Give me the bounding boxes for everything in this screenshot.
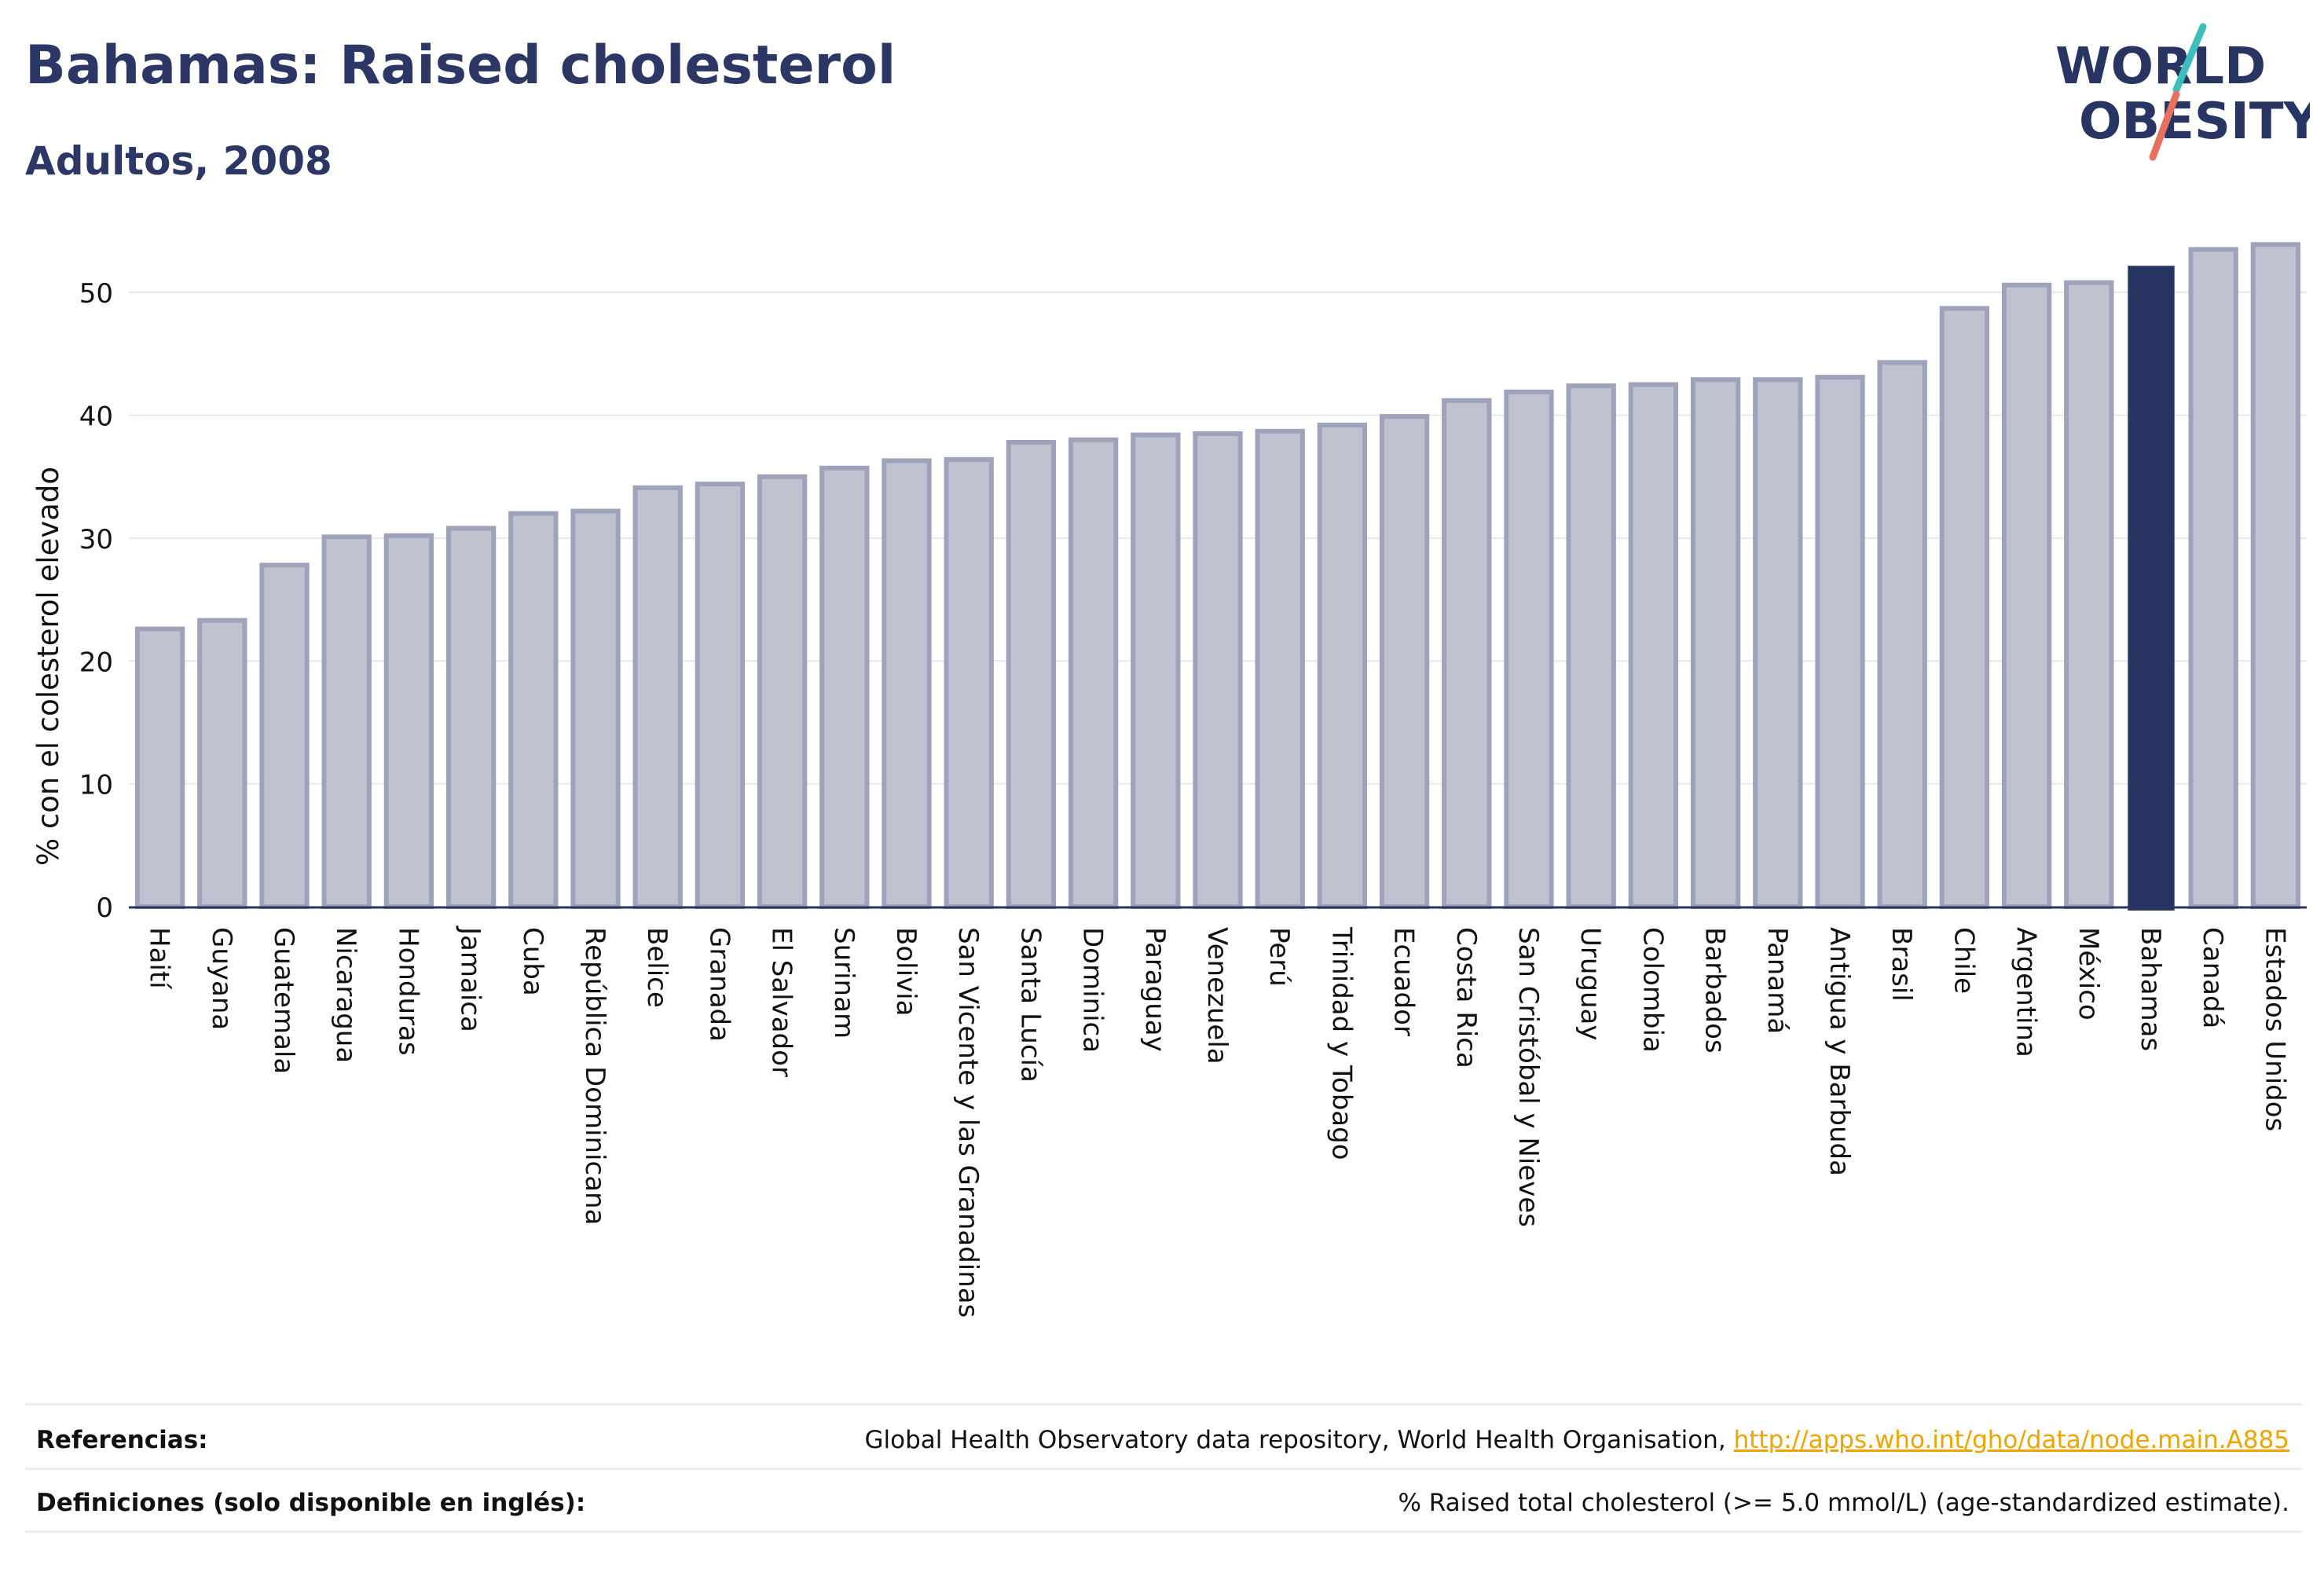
bar-dominica [1068, 437, 1119, 909]
x-tick-label: Venezuela [1201, 927, 1233, 1065]
bar-estados-unidos [2250, 242, 2301, 909]
x-tick-labels: Haití Guyana Guatemala Nicaragua Honduras Jam… [144, 925, 2291, 1318]
references-label: Referencias: [36, 1426, 208, 1454]
bar-surinam [819, 465, 870, 909]
x-tick-label: Guyana [206, 927, 237, 1030]
y-tick-label: 10 [79, 770, 113, 801]
bar-antigua-y-barbuda [1815, 375, 1865, 909]
x-tick-label: Belice [641, 927, 673, 1008]
bar-guyana [197, 618, 247, 909]
bars [134, 242, 2301, 911]
bar-cuba [508, 511, 559, 909]
bar-brasil [1877, 360, 1927, 909]
bar-haití [134, 626, 185, 909]
footer-divider-middle [25, 1468, 2302, 1470]
definitions-text: % Raised total cholesterol (>= 5.0 mmol/… [1398, 1489, 2289, 1517]
bar-uruguay [1566, 383, 1616, 909]
x-tick-label: Perú [1263, 927, 1295, 987]
bar-belice [632, 485, 683, 909]
bar-barbados [1690, 377, 1741, 909]
y-tick-label: 20 [79, 647, 113, 678]
bar-san-vicente-y-las-granadinas [944, 456, 994, 909]
logo-slash-red [2149, 90, 2180, 161]
y-axis-label: % con el colesterol elevado [31, 467, 65, 866]
x-tick-label: San Cristóbal y Nieves [1512, 927, 1544, 1227]
x-tick-label: Ecuador [1388, 927, 1420, 1036]
chart-subtitle: Adultos, 2008 [25, 138, 332, 184]
x-tick-label: Uruguay [1574, 927, 1606, 1041]
x-tick-label: Trinidad y Tobago [1325, 926, 1357, 1160]
bar-costa-rica [1442, 398, 1492, 910]
bar-el-salvador [757, 474, 808, 909]
y-tick-label: 0 [96, 892, 113, 924]
bar-venezuela [1193, 431, 1243, 909]
y-tick-label: 50 [79, 278, 113, 310]
logo-line2: OBESITY [2079, 93, 2310, 151]
bar-santa-lucía [1006, 439, 1057, 909]
x-tick-label: Argentina [2011, 927, 2042, 1057]
x-tick-label: Cuba [517, 927, 548, 996]
x-tick-label: Santa Lucía [1014, 927, 1046, 1083]
x-tick-label: Panamá [1761, 927, 1793, 1034]
x-tick-label: Canadá [2197, 927, 2228, 1028]
bar-jamaica [445, 526, 497, 910]
logo-line1: WORLD [2055, 38, 2266, 96]
bar-honduras [383, 533, 434, 909]
x-tick-label: Brasil [1886, 927, 1917, 1002]
bar-perú [1255, 428, 1305, 909]
x-tick-label: San Vicente y las Granadinas [952, 927, 984, 1318]
y-tick-label: 30 [79, 524, 113, 555]
x-tick-label: México [2073, 927, 2104, 1021]
chart-title: Bahamas: Raised cholesterol [25, 35, 896, 97]
bar-chile [1939, 306, 1990, 909]
x-tick-label: Bolivia [890, 927, 922, 1016]
references-text: Global Health Observatory data repositor… [865, 1426, 2289, 1454]
bar-méxico [2064, 280, 2114, 909]
bar-ecuador [1379, 414, 1430, 909]
footer-divider-top [25, 1403, 2302, 1406]
x-tick-label: Barbados [1699, 927, 1731, 1054]
x-tick-label: Guatemala [268, 927, 299, 1074]
x-tick-label: El Salvador [766, 927, 797, 1077]
references-source: Global Health Observatory data repositor… [864, 1426, 1734, 1454]
x-tick-label: Honduras [392, 927, 423, 1056]
x-tick-label: República Dominicana [579, 927, 610, 1225]
footer-divider-bottom [25, 1530, 2302, 1533]
bar-panamá [1753, 377, 1803, 909]
x-tick-label: Costa Rica [1450, 927, 1482, 1068]
x-tick-label: Jamaica [455, 925, 486, 1032]
x-tick-label: Nicaragua [330, 927, 361, 1063]
bar-república-dominicana [570, 508, 621, 909]
x-tick-label: Estados Unidos [2259, 927, 2290, 1131]
bar-bolivia [882, 458, 932, 909]
x-tick-label: Haití [144, 927, 175, 990]
bar-colombia [1628, 382, 1679, 910]
bar-nicaragua [321, 534, 372, 909]
logo-slash-teal [2172, 23, 2207, 93]
bar-guatemala [259, 563, 310, 909]
x-tick-label: Surinam [828, 927, 860, 1039]
world-obesity-logo: WORLD OBESITY [2055, 23, 2310, 161]
x-tick-label: Dominica [1077, 927, 1109, 1053]
x-tick-label: Paraguay [1139, 927, 1171, 1052]
definitions-label: Definiciones (solo disponible en inglés)… [36, 1489, 586, 1517]
bar-chart: 0 10 20 30 40 50 Haití Guyana Guatemala Nicaragu… [31, 242, 2307, 1318]
x-tick-label: Chile [1948, 927, 1979, 994]
bar-argentina [2001, 282, 2052, 909]
axes: 0 10 20 30 40 50 [79, 278, 2307, 924]
x-tick-label: Colombia [1637, 927, 1668, 1053]
bar-canadá [2188, 247, 2238, 910]
bar-bahamas [2128, 266, 2175, 911]
bar-san-cristóbal-y-nieves [1504, 389, 1554, 909]
x-tick-label: Granada [703, 927, 735, 1042]
references-link[interactable]: http://apps.who.int/gho/data/node.main.A… [1733, 1426, 2289, 1454]
x-tick-label: Antigua y Barbuda [1824, 927, 1855, 1176]
x-tick-label: Bahamas [2135, 927, 2166, 1051]
bar-paraguay [1131, 432, 1181, 909]
bar-granada [695, 482, 746, 909]
bar-trinidad-y-tobago [1317, 423, 1368, 909]
y-tick-label: 40 [79, 401, 113, 433]
